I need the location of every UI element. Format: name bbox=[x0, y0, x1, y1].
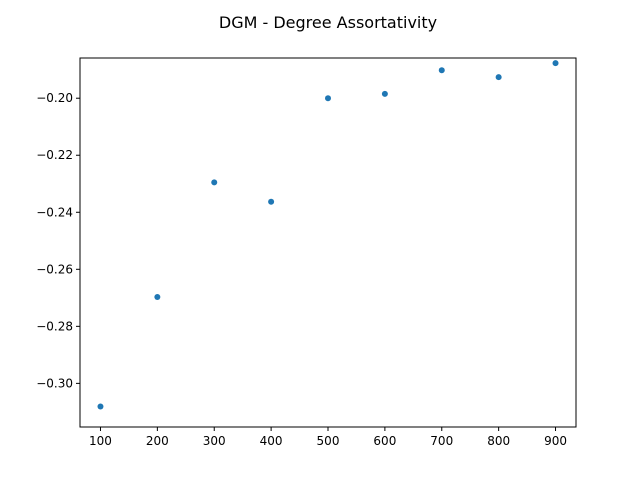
x-axis: 100 200 300 400 500 600 700 800 900 bbox=[89, 427, 567, 448]
y-axis: −0.30 −0.28 −0.26 −0.24 −0.22 −0.20 bbox=[36, 91, 80, 390]
data-point bbox=[154, 293, 161, 300]
x-tick-label: 500 bbox=[317, 434, 340, 448]
x-tick-label: 800 bbox=[487, 434, 510, 448]
axes-frame bbox=[79, 57, 577, 428]
y-tick-label: −0.24 bbox=[36, 205, 73, 219]
x-tick-label: 400 bbox=[260, 434, 283, 448]
data-point bbox=[438, 67, 445, 74]
data-point bbox=[97, 403, 104, 410]
data-point bbox=[268, 198, 275, 205]
y-tick-label: −0.22 bbox=[36, 148, 73, 162]
x-tick-label: 100 bbox=[89, 434, 112, 448]
x-tick-label: 900 bbox=[544, 434, 567, 448]
data-point bbox=[552, 60, 559, 67]
data-point bbox=[211, 179, 218, 186]
y-tick-label: −0.20 bbox=[36, 91, 73, 105]
x-tick-label: 300 bbox=[203, 434, 226, 448]
x-tick-label: 200 bbox=[146, 434, 169, 448]
x-tick-label: 600 bbox=[373, 434, 396, 448]
y-tick-label: −0.28 bbox=[36, 319, 73, 333]
data-point bbox=[325, 95, 331, 102]
data-points bbox=[97, 60, 559, 410]
chart-title: DGM - Degree Assortativity bbox=[219, 13, 437, 32]
data-point bbox=[381, 90, 388, 97]
y-tick-label: −0.26 bbox=[36, 262, 73, 276]
x-tick-label: 700 bbox=[430, 434, 453, 448]
data-point bbox=[495, 74, 502, 81]
y-tick-label: −0.30 bbox=[36, 376, 73, 390]
